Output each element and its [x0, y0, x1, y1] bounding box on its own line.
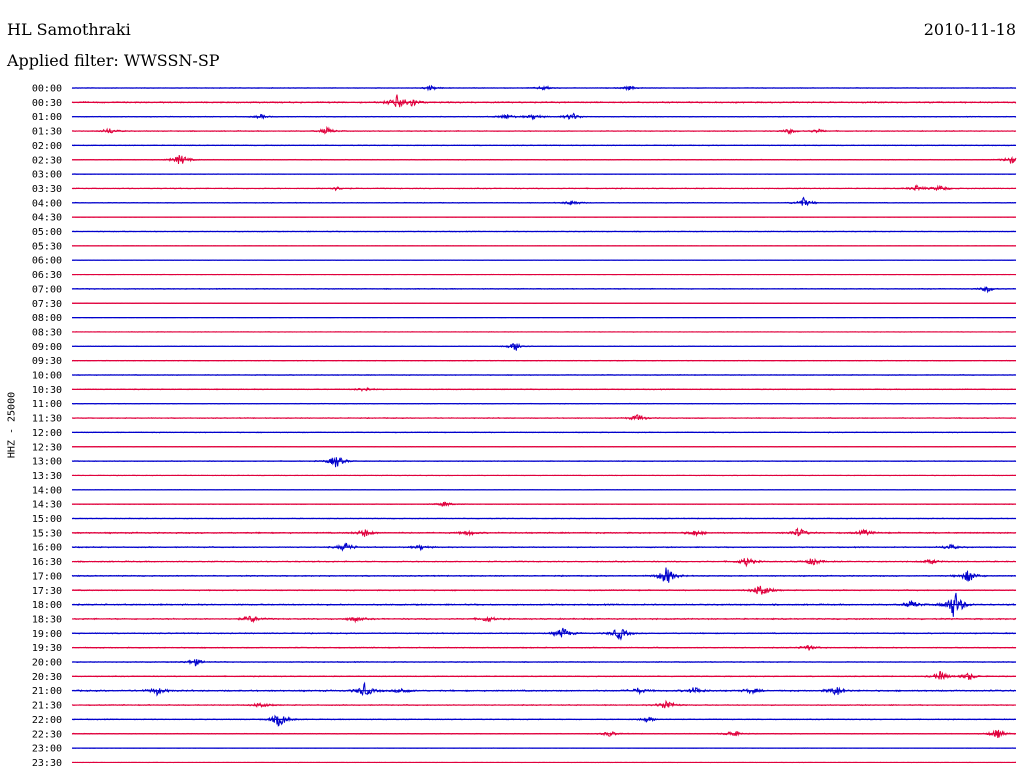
tick-label: 06:00 [32, 256, 62, 267]
tick-label: 11:00 [32, 399, 62, 410]
tick-label: 15:00 [32, 514, 62, 525]
tick-label: 16:30 [32, 557, 62, 568]
tick-label: 01:00 [32, 112, 62, 123]
tick-label: 15:30 [32, 528, 62, 539]
tick-label: 02:30 [32, 155, 62, 166]
tick-label: 08:30 [32, 327, 62, 338]
filter-label: Applied filter: WWSSN-SP [7, 51, 220, 70]
tick-label: 23:30 [32, 758, 62, 769]
tick-label: 12:00 [32, 428, 62, 439]
tick-label: 01:30 [32, 127, 62, 138]
tick-label: 10:30 [32, 385, 62, 396]
time-tick-labels: 00:00 00:30 01:00 01:30 02:00 02:30 03:00 03:30… [32, 84, 62, 769]
date-label: 2010-11-18 [923, 20, 1016, 39]
tick-label: 04:00 [32, 198, 62, 209]
tick-label: 02:00 [32, 141, 62, 152]
tick-label: 00:00 [32, 84, 62, 95]
trace-line [71, 714, 1017, 727]
tick-label: 11:30 [32, 414, 62, 425]
tick-label: 07:00 [32, 284, 62, 295]
tick-label: 23:00 [32, 744, 62, 755]
tick-label: 21:30 [32, 701, 62, 712]
tick-label: 16:00 [32, 543, 62, 554]
trace-line [71, 196, 1017, 207]
tick-label: 18:00 [32, 600, 62, 611]
trace-line [71, 342, 1017, 351]
tick-label: 03:00 [32, 170, 62, 181]
tick-label: 10:00 [32, 371, 62, 382]
tick-label: 22:00 [32, 715, 62, 726]
tick-label: 09:30 [32, 356, 62, 367]
tick-label: 07:30 [32, 299, 62, 310]
tick-label: 08:00 [32, 313, 62, 324]
tick-label: 05:30 [32, 241, 62, 252]
tick-label: 06:30 [32, 270, 62, 281]
tick-label: 18:30 [32, 614, 62, 625]
tick-label: 00:30 [32, 98, 62, 109]
station-title: HL Samothraki [7, 20, 131, 39]
tick-label: 19:00 [32, 629, 62, 640]
trace-line [71, 414, 1017, 421]
tick-label: 22:30 [32, 729, 62, 740]
tick-label: 12:30 [32, 442, 62, 453]
tick-label: 14:30 [32, 500, 62, 511]
trace-line [71, 567, 1017, 583]
tick-label: 19:30 [32, 643, 62, 654]
tick-label: 20:00 [32, 658, 62, 669]
tick-label: 17:00 [32, 571, 62, 582]
tick-label: 17:30 [32, 586, 62, 597]
tick-label: 21:00 [32, 686, 62, 697]
tick-label: 14:00 [32, 485, 62, 496]
trace-lines [71, 84, 1017, 764]
trace-line [71, 456, 1017, 468]
tick-label: 13:30 [32, 471, 62, 482]
tick-label: 05:00 [32, 227, 62, 238]
trace-line [71, 681, 1017, 697]
tick-label: 03:30 [32, 184, 62, 195]
trace-line [71, 94, 1017, 108]
tick-label: 04:30 [32, 213, 62, 224]
tick-label: 20:30 [32, 672, 62, 683]
tick-label: 09:00 [32, 342, 62, 353]
tick-label: 13:00 [32, 457, 62, 468]
